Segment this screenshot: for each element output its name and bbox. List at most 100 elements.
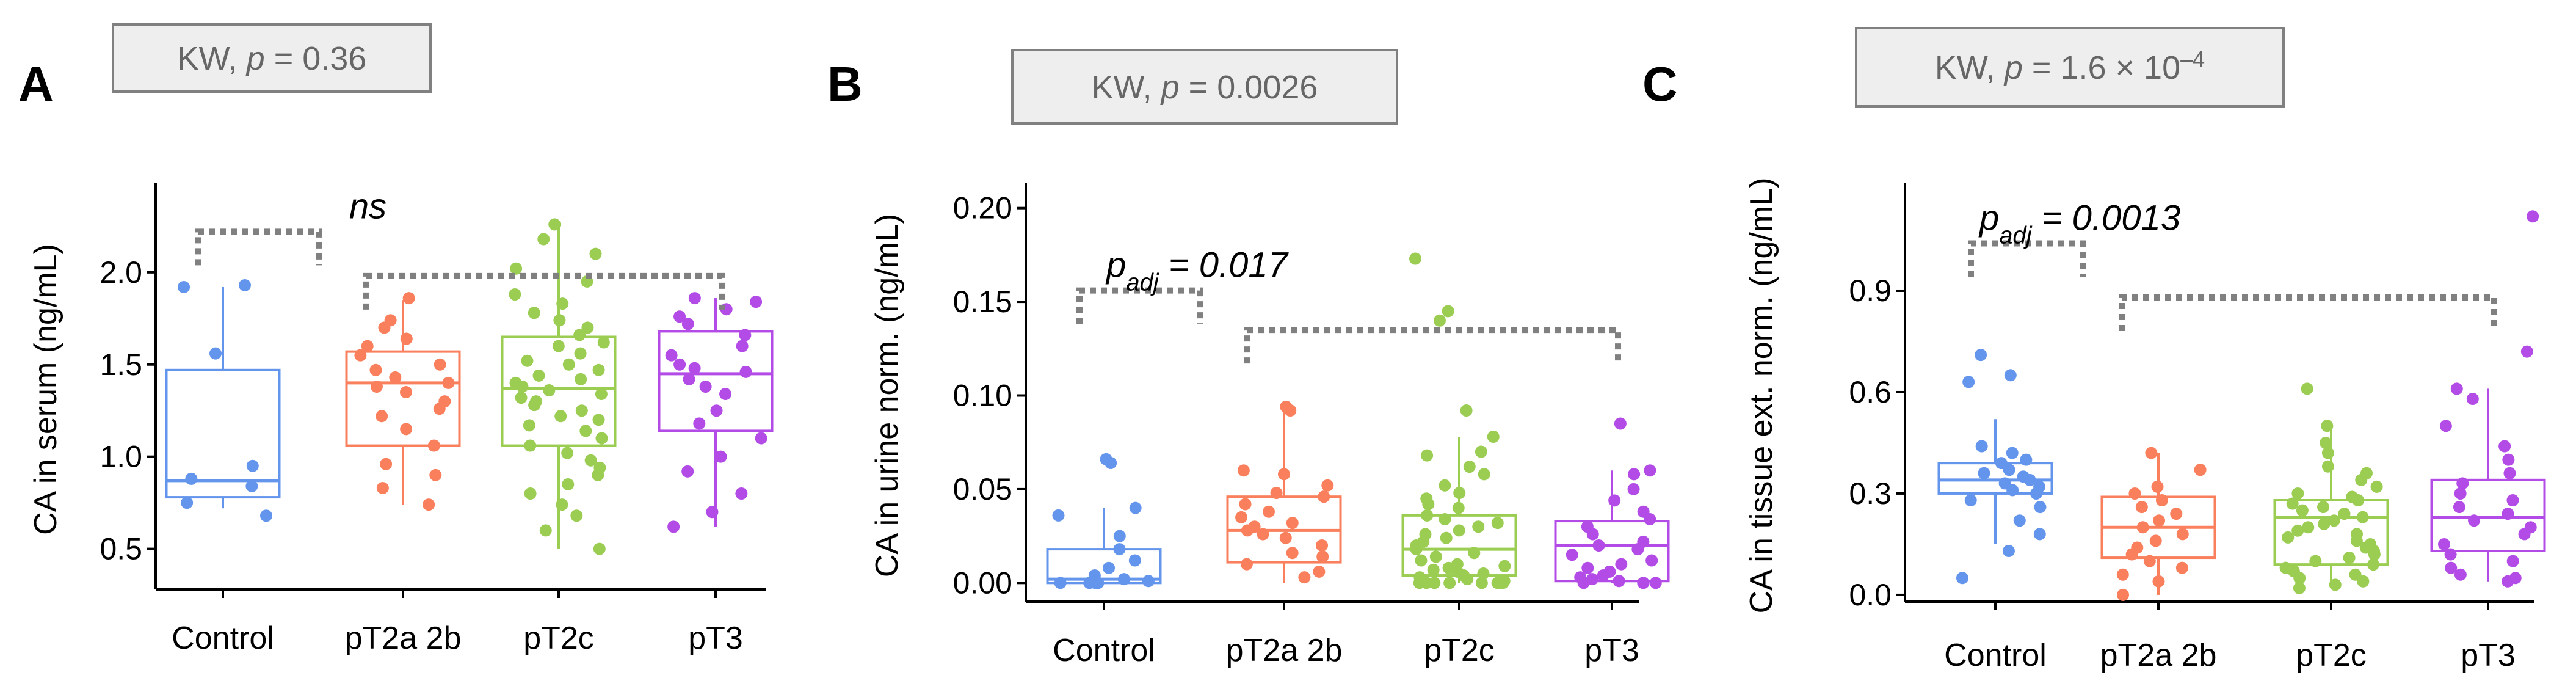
data-point bbox=[532, 369, 545, 382]
data-point bbox=[595, 432, 608, 445]
data-point bbox=[1142, 575, 1155, 588]
data-point bbox=[2125, 548, 2138, 561]
x-category-label: pT3 bbox=[688, 621, 743, 656]
data-point bbox=[246, 459, 259, 472]
data-point bbox=[2309, 555, 2322, 567]
kw-test-box bbox=[1855, 27, 2285, 108]
data-point bbox=[2367, 558, 2380, 571]
data-point bbox=[1614, 417, 1627, 430]
data-point bbox=[2506, 555, 2519, 567]
data-point bbox=[1318, 490, 1330, 503]
data-point bbox=[1498, 560, 1511, 572]
data-point bbox=[2023, 473, 2036, 486]
data-point bbox=[1597, 569, 1609, 582]
data-point bbox=[389, 371, 402, 384]
data-point bbox=[1262, 505, 1275, 518]
y-tick-label: 1.0 bbox=[100, 440, 142, 474]
data-point bbox=[1452, 501, 1465, 514]
data-point bbox=[2175, 561, 2188, 574]
data-point bbox=[521, 354, 534, 367]
data-point bbox=[239, 279, 252, 291]
significance-bracket bbox=[1244, 327, 1621, 364]
data-point bbox=[2006, 484, 2019, 497]
data-point bbox=[2506, 494, 2519, 507]
data-point bbox=[1472, 520, 1485, 533]
panel-b: B KW, p = 0.0026 0.00 0.05 0.10 0.15 0.20 CA in… bbox=[827, 49, 1670, 668]
data-point bbox=[376, 410, 388, 423]
data-point bbox=[376, 481, 389, 494]
data-point bbox=[380, 458, 393, 470]
data-point bbox=[755, 432, 767, 445]
data-point bbox=[688, 362, 701, 374]
data-point bbox=[693, 417, 706, 430]
data-point bbox=[1962, 376, 1975, 388]
data-point bbox=[1461, 573, 1474, 586]
panel-c: C KW, p = 1.6 × 10–4 0.0 0.3 0.6 0.9 CA in tis… bbox=[1642, 27, 2546, 673]
data-point bbox=[1270, 487, 1283, 500]
data-point bbox=[1298, 571, 1311, 584]
data-point bbox=[579, 425, 592, 437]
data-point bbox=[548, 218, 561, 231]
significance-bracket bbox=[363, 272, 725, 310]
data-point bbox=[2286, 497, 2299, 510]
data-point bbox=[543, 384, 556, 397]
data-point bbox=[1453, 487, 1466, 500]
data-point bbox=[2368, 548, 2381, 561]
data-point bbox=[209, 347, 222, 360]
data-point bbox=[1586, 528, 1599, 541]
data-point bbox=[575, 404, 588, 417]
data-point bbox=[581, 321, 594, 334]
data-point bbox=[2454, 487, 2467, 500]
y-axis-title: CA in serum (ng/mL) bbox=[28, 244, 63, 535]
significance-label: padj = 0.017 bbox=[1105, 246, 1290, 296]
kw-test-label: KW, p = 0.0026 bbox=[1092, 69, 1318, 106]
panel-letter: A bbox=[18, 57, 54, 111]
data-point bbox=[524, 487, 537, 500]
data-point bbox=[400, 332, 413, 345]
data-point bbox=[2338, 508, 2351, 520]
data-point bbox=[1975, 349, 1987, 362]
data-point bbox=[1237, 464, 1250, 477]
data-point bbox=[556, 498, 568, 511]
y-axis-title: CA in urine norm. (ng/mL) bbox=[869, 214, 905, 577]
data-point bbox=[2320, 436, 2332, 449]
data-point bbox=[2153, 514, 2166, 527]
data-point bbox=[1433, 314, 1446, 327]
data-point bbox=[714, 450, 727, 463]
data-point bbox=[1440, 531, 1453, 544]
data-point bbox=[1128, 554, 1141, 567]
data-point bbox=[509, 288, 521, 301]
data-point bbox=[2502, 575, 2514, 588]
data-point bbox=[2116, 568, 2129, 581]
data-point bbox=[1975, 440, 1988, 453]
x-category-label: pT2a 2b bbox=[2100, 638, 2217, 673]
data-point bbox=[2527, 210, 2539, 223]
data-point bbox=[399, 386, 412, 399]
data-point bbox=[1052, 509, 1065, 522]
x-category-label: pT2c bbox=[1424, 633, 1495, 668]
data-point bbox=[750, 296, 763, 308]
data-point bbox=[433, 403, 446, 415]
kw-test-box bbox=[1011, 49, 1398, 125]
data-point bbox=[1421, 509, 1434, 522]
data-point bbox=[1235, 511, 1248, 523]
data-point bbox=[185, 472, 198, 485]
data-point bbox=[1239, 498, 1252, 511]
data-point bbox=[1105, 456, 1117, 469]
data-point bbox=[1475, 445, 1487, 458]
data-point bbox=[739, 365, 752, 378]
data-point bbox=[592, 363, 605, 376]
data-point bbox=[2155, 494, 2168, 507]
data-point bbox=[1421, 449, 1434, 462]
data-point bbox=[1443, 577, 1456, 589]
data-point bbox=[1286, 517, 1299, 530]
data-point bbox=[1637, 577, 1650, 589]
data-point bbox=[354, 349, 367, 362]
data-point bbox=[2370, 480, 2383, 493]
y-tick-label: 0.15 bbox=[953, 285, 1012, 319]
data-point bbox=[2468, 514, 2481, 527]
data-point bbox=[1613, 575, 1625, 588]
boxplot-pt3 bbox=[2430, 210, 2546, 588]
data-point bbox=[402, 292, 415, 305]
